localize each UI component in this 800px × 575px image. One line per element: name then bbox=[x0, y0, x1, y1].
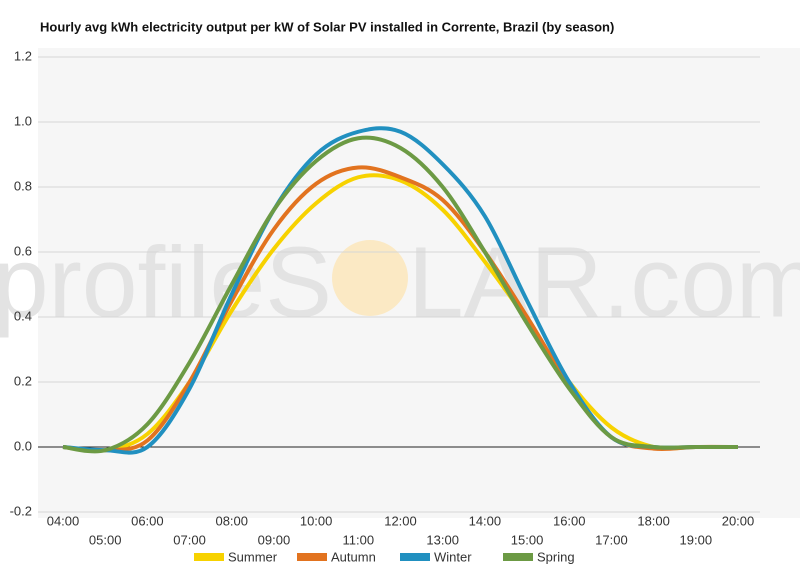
legend-swatch bbox=[503, 553, 533, 561]
x-tick-label: 06:00 bbox=[131, 513, 164, 528]
y-tick-label: 0.2 bbox=[14, 373, 32, 388]
x-tick-label: 10:00 bbox=[300, 513, 333, 528]
y-tick-label: 1.0 bbox=[14, 113, 32, 128]
x-tick-label: 19:00 bbox=[680, 532, 713, 547]
x-tick-label: 13:00 bbox=[426, 532, 459, 547]
legend-label: Spring bbox=[537, 549, 575, 564]
watermark-text: profileS bbox=[0, 226, 332, 338]
x-tick-label: 14:00 bbox=[469, 513, 502, 528]
x-tick-label: 07:00 bbox=[173, 532, 206, 547]
legend-swatch bbox=[297, 553, 327, 561]
y-tick-label: 0.8 bbox=[14, 178, 32, 193]
y-tick-label: 0.6 bbox=[14, 243, 32, 258]
x-tick-label: 15:00 bbox=[511, 532, 544, 547]
legend-swatch bbox=[194, 553, 224, 561]
y-tick-label: 0.0 bbox=[14, 438, 32, 453]
legend-swatch bbox=[400, 553, 430, 561]
x-tick-label: 18:00 bbox=[637, 513, 670, 528]
x-tick-label: 17:00 bbox=[595, 532, 628, 547]
y-tick-label: 1.2 bbox=[14, 48, 32, 63]
legend-item: Winter bbox=[400, 549, 472, 564]
x-tick-label: 20:00 bbox=[722, 513, 755, 528]
x-tick-label: 08:00 bbox=[215, 513, 248, 528]
legend-label: Winter bbox=[434, 549, 472, 564]
x-tick-label: 04:00 bbox=[47, 513, 80, 528]
legend-item: Spring bbox=[503, 549, 575, 564]
x-tick-label: 12:00 bbox=[384, 513, 417, 528]
x-tick-label: 09:00 bbox=[258, 532, 291, 547]
series-line bbox=[62, 135, 738, 454]
x-tick-label: 11:00 bbox=[343, 532, 375, 547]
watermark-text: LAR.com bbox=[408, 226, 800, 338]
x-tick-label: 05:00 bbox=[89, 532, 122, 547]
plot-area bbox=[38, 48, 800, 518]
y-tick-label: 0.4 bbox=[14, 308, 32, 323]
x-tick-label: 16:00 bbox=[553, 513, 586, 528]
watermark: profileS LAR.com bbox=[0, 226, 800, 338]
legend-item: Autumn bbox=[297, 549, 376, 564]
legend-item: Summer bbox=[194, 549, 278, 564]
watermark-sun bbox=[332, 240, 408, 316]
chart-title: Hourly avg kWh electricity output per kW… bbox=[40, 19, 614, 34]
legend-label: Summer bbox=[228, 549, 278, 564]
y-tick-label: -0.2 bbox=[10, 503, 32, 518]
legend-label: Autumn bbox=[331, 549, 376, 564]
